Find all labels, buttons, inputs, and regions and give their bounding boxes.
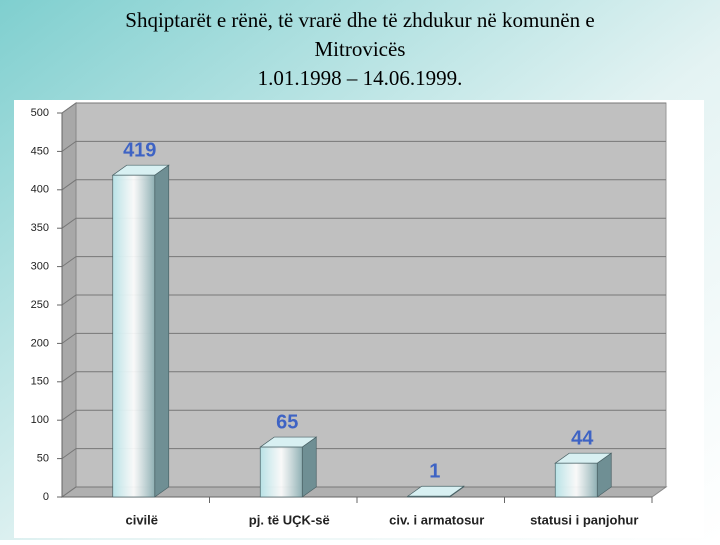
y-tick-label: 0 xyxy=(43,491,49,503)
bar-front xyxy=(407,495,451,498)
grid-line xyxy=(61,140,666,152)
grid-line xyxy=(61,256,666,268)
x-tick-label: civ. i armatosur xyxy=(389,512,484,527)
grid-line xyxy=(61,179,666,191)
data-label: 65 xyxy=(276,411,298,433)
data-label: 1 xyxy=(429,461,440,483)
grid-line xyxy=(61,486,666,498)
grid-line xyxy=(61,294,666,306)
y-tick-label: 250 xyxy=(31,299,49,311)
grid-line xyxy=(61,371,666,383)
y-tick-label: 150 xyxy=(31,376,49,388)
bar-front xyxy=(112,174,156,498)
bar-front xyxy=(554,462,598,498)
bar xyxy=(259,436,318,498)
chart-title: 1.01.1998 – 14.06.1999. xyxy=(258,66,463,90)
y-tick-label: 50 xyxy=(37,453,49,465)
bar-side xyxy=(154,164,170,498)
bar xyxy=(111,164,170,498)
y-tick-label: 300 xyxy=(31,261,49,273)
grid-line xyxy=(61,448,666,460)
bar xyxy=(554,452,613,498)
y-tick-label: 350 xyxy=(31,222,49,234)
data-label: 419 xyxy=(123,139,156,161)
bar-front xyxy=(259,446,303,498)
x-tick-label: civilë xyxy=(125,512,158,527)
y-tick-label: 400 xyxy=(31,184,49,196)
grid-line xyxy=(61,409,666,421)
grid-line xyxy=(61,332,666,344)
y-tick-label: 500 xyxy=(31,107,49,119)
y-tick-label: 100 xyxy=(31,414,49,426)
chart-title: Shqiptarët e rënë, të vrarë dhe të zhduk… xyxy=(125,8,594,32)
bar-side xyxy=(301,436,317,498)
chart-title: Mitrovicës xyxy=(315,37,406,61)
y-tick-label: 200 xyxy=(31,337,49,349)
bar xyxy=(406,485,465,498)
x-tick-label: statusi i panjohur xyxy=(530,512,638,527)
grid-line xyxy=(61,217,666,229)
data-label: 44 xyxy=(571,427,594,449)
y-tick-label: 450 xyxy=(31,145,49,157)
x-tick-label: pj. të UÇK-së xyxy=(249,512,330,527)
grid-line xyxy=(61,102,666,114)
